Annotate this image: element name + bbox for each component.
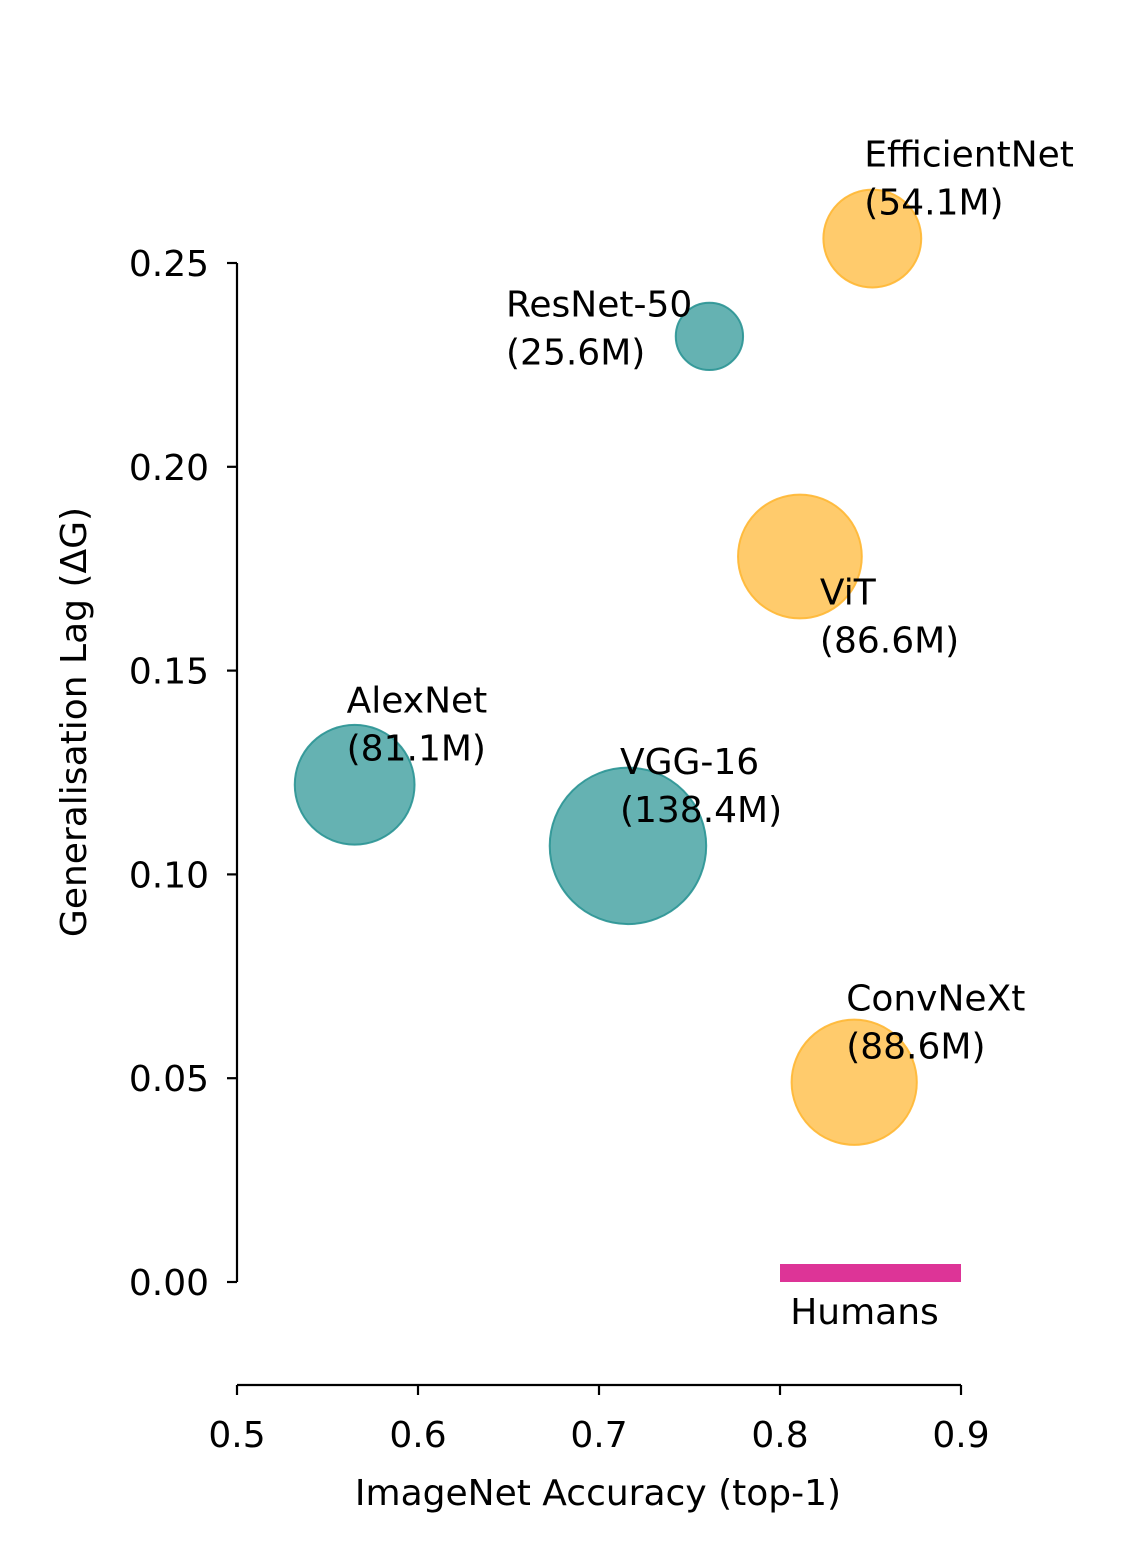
point-params-alexnet: (81.1M) [347, 729, 486, 770]
point-params-vit: (86.6M) [820, 620, 959, 661]
point-convnext [790, 1018, 918, 1146]
axes: 0.00 0.05 0.10 0.15 0.20 0.25 0.5 0.6 0.7 0.8 0.9 [129, 244, 990, 1456]
x-tick-label: 0.5 [208, 1415, 265, 1456]
x-tick-label: 0.9 [932, 1415, 989, 1456]
y-tick-label: 0.05 [129, 1059, 209, 1100]
point-label-convnext: ConvNeXt [846, 978, 1025, 1019]
point-labels-layer: AlexNet (81.1M) VGG-16 (138.4M) ResNet-50 (25… [347, 135, 1074, 1333]
x-axis-title: ImageNet Accuracy (top-1) [355, 1473, 841, 1514]
humans-label: Humans [790, 1292, 939, 1333]
points-layer [293, 188, 961, 1282]
point-label-resnet-50: ResNet-50 [506, 284, 692, 325]
humans-band [780, 1264, 961, 1282]
y-tick-label: 0.00 [129, 1263, 209, 1304]
point-params-vgg-16: (138.4M) [620, 790, 782, 831]
point-label-vit: ViT [820, 572, 877, 613]
y-axis-title: Generalisation Lag (ΔG) [54, 507, 95, 937]
point-params-efficientnet: (54.1M) [864, 183, 1003, 224]
point-label-alexnet: AlexNet [347, 681, 488, 722]
x-tick-label: 0.6 [389, 1415, 446, 1456]
point-vit [737, 493, 863, 620]
point-params-resnet-50: (25.6M) [506, 332, 645, 373]
point-efficientnet [822, 188, 923, 289]
point-label-efficientnet: EfficientNet [864, 135, 1074, 176]
y-tick-label: 0.25 [129, 244, 209, 285]
y-tick-label: 0.20 [129, 448, 209, 489]
point-params-convnext: (88.6M) [846, 1026, 985, 1067]
x-tick-label: 0.8 [751, 1415, 808, 1456]
point-label-vgg-16: VGG-16 [620, 742, 759, 783]
point-resnet-50 [674, 301, 745, 372]
point-alexnet [293, 723, 416, 846]
point-vgg-16 [548, 766, 708, 926]
y-tick-label: 0.15 [129, 652, 209, 693]
x-tick-label: 0.7 [570, 1415, 627, 1456]
y-tick-label: 0.10 [129, 855, 209, 896]
